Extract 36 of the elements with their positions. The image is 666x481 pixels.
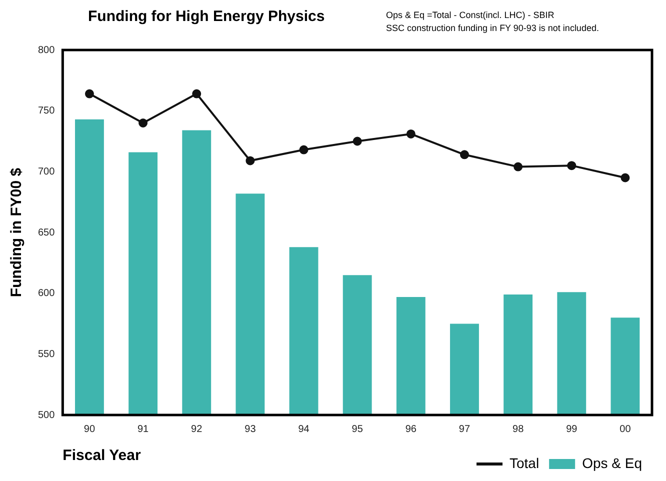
y-axis-title: Funding in FY00 $	[8, 167, 26, 298]
point	[246, 156, 255, 166]
text: SSC construction funding in FY 90-93 is not included.	[386, 22, 599, 35]
point	[514, 162, 523, 172]
point	[620, 173, 630, 182]
y-tick-label: 600	[38, 288, 56, 300]
x-tick-label: 95	[352, 424, 364, 435]
chart-title: Funding for High Energy Physics	[88, 8, 325, 25]
x-axis-title: Fiscal Year	[62, 447, 141, 464]
legend-label: Total	[510, 454, 540, 471]
y-tick-label: 700	[38, 166, 56, 178]
point	[352, 136, 362, 146]
legend-label: Ops & Eq	[582, 454, 642, 471]
point	[84, 89, 94, 98]
x-tick-label: 96	[405, 424, 417, 435]
point	[138, 118, 148, 128]
point	[460, 150, 469, 160]
point	[567, 161, 576, 170]
point	[406, 129, 416, 138]
y-tick-label: 650	[38, 227, 56, 238]
point	[192, 89, 202, 98]
x-tick-label: 90	[84, 424, 96, 435]
y-tick-label: 750	[38, 106, 56, 117]
x-tick-label: 91	[137, 424, 150, 435]
x-tick-label: 94	[298, 424, 310, 435]
x-tick-label: 98	[512, 424, 524, 435]
text: Ops & Eq =Total - Const(incl. LHC) - SBIR	[386, 9, 556, 22]
y-tick-label: 500	[38, 410, 56, 421]
x-tick-label: 93	[244, 424, 256, 435]
x-tick-label: 97	[458, 424, 470, 435]
y-tick-label: 800	[38, 44, 56, 56]
x-tick-label: 00	[620, 424, 632, 435]
x-tick-label: 99	[566, 424, 578, 435]
point	[299, 145, 308, 154]
x-tick-label: 92	[191, 424, 203, 435]
y-tick-label: 550	[38, 348, 56, 360]
